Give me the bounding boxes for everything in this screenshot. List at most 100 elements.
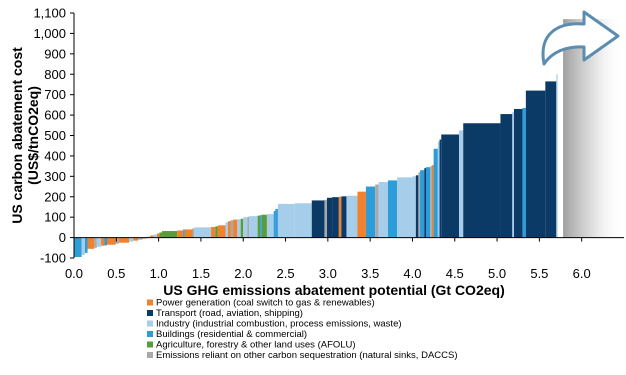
x-tick-label: 0.5 bbox=[107, 266, 125, 281]
legend-swatch-sequestration bbox=[147, 352, 153, 358]
bar-buildings-64 bbox=[426, 167, 431, 238]
bar-power-23 bbox=[184, 229, 193, 238]
bar-power-16 bbox=[150, 235, 154, 238]
bar-industry-17 bbox=[153, 234, 157, 238]
bar-power-28 bbox=[217, 225, 226, 238]
legend-label-power: Power generation (coal switch to gas & r… bbox=[156, 298, 375, 309]
y-tick-label: 800 bbox=[44, 67, 66, 82]
curved-arrow-icon bbox=[541, 10, 620, 66]
x-tick-label: 1.5 bbox=[192, 266, 210, 281]
bar-power-50 bbox=[338, 196, 342, 238]
bar-power-3 bbox=[87, 237, 95, 249]
bar-industry-68 bbox=[437, 141, 440, 238]
y-tick-label: 700 bbox=[44, 87, 66, 102]
bar-industry-11 bbox=[129, 237, 134, 242]
bar-power-10 bbox=[118, 237, 129, 243]
bar-industry-37 bbox=[249, 216, 258, 238]
bar-afolu-34 bbox=[240, 218, 244, 238]
bar-power-18 bbox=[156, 233, 160, 238]
legend-label-afolu: Agriculture, forestry & other land uses … bbox=[156, 340, 356, 351]
bar-transport-73 bbox=[500, 114, 513, 238]
x-tick-label: 6.0 bbox=[573, 266, 591, 281]
bar-sequestration-36 bbox=[247, 216, 250, 238]
bar-buildings-43 bbox=[275, 209, 278, 238]
bar-power-21 bbox=[177, 230, 184, 238]
bar-transport-78 bbox=[545, 81, 557, 238]
bar-transport-48 bbox=[327, 197, 333, 238]
bar-power-8 bbox=[107, 237, 116, 245]
bar-power-53 bbox=[357, 191, 366, 238]
bar-industry-79 bbox=[556, 74, 558, 238]
bar-afolu-20 bbox=[162, 231, 178, 238]
bar-sequestration-9 bbox=[115, 237, 119, 244]
bar-sequestration-31 bbox=[230, 220, 234, 238]
bar-industry-41 bbox=[266, 214, 274, 238]
x-tick-label: 1.0 bbox=[150, 266, 168, 281]
bar-industry-29 bbox=[225, 222, 228, 238]
y-tick-label: 0 bbox=[59, 230, 66, 245]
y-tick-label: 300 bbox=[44, 169, 66, 184]
legend-swatch-power bbox=[147, 299, 153, 306]
x-tick-label: 4.0 bbox=[403, 266, 421, 281]
bar-afolu-27 bbox=[215, 226, 218, 238]
x-tick-label: 0.0 bbox=[65, 266, 83, 281]
bar-transport-75 bbox=[514, 108, 523, 238]
bar-power-26 bbox=[211, 226, 216, 238]
bar-buildings-62 bbox=[420, 170, 425, 238]
bar-sequestration-65 bbox=[430, 166, 432, 238]
legend-label-sequestration: Emissions reliant on other carbon seques… bbox=[156, 350, 458, 361]
legend-swatch-buildings bbox=[147, 331, 153, 337]
legend-swatch-transport bbox=[147, 310, 153, 316]
x-tick-label: 4.5 bbox=[446, 266, 464, 281]
bar-transport-46 bbox=[311, 200, 325, 238]
bar-industry-44 bbox=[277, 203, 295, 238]
bar-sequestration-47 bbox=[324, 199, 327, 238]
y-axis-title: US carbon abatement cost(US$/tnCO2eq) bbox=[9, 47, 41, 224]
y-tick-label: 400 bbox=[44, 148, 66, 163]
bar-industry-1 bbox=[81, 237, 85, 255]
y-tick-label: 1,000 bbox=[33, 26, 66, 41]
y-tick-label: -100 bbox=[40, 251, 66, 266]
bar-afolu-38 bbox=[257, 215, 261, 238]
bar-sequestration-24 bbox=[192, 228, 195, 238]
bar-buildings-67 bbox=[433, 148, 438, 238]
bar-transport-51 bbox=[341, 196, 347, 238]
bar-power-6 bbox=[101, 237, 105, 246]
bar-sequestration-55 bbox=[375, 184, 379, 238]
x-tick-label: 3.5 bbox=[361, 266, 379, 281]
legend-label-buildings: Buildings (residential & commercial) bbox=[156, 329, 307, 340]
bar-industry-56 bbox=[378, 182, 388, 238]
bar-sequestration-4 bbox=[94, 237, 97, 248]
bar-transport-49 bbox=[332, 197, 339, 238]
bar-buildings-7 bbox=[104, 237, 107, 246]
legend-label-transport: Transport (road, aviation, shipping) bbox=[156, 308, 303, 319]
x-tick-label: 5.0 bbox=[488, 266, 506, 281]
bar-sequestration-13 bbox=[138, 237, 143, 240]
bar-industry-74 bbox=[512, 112, 514, 238]
bar-buildings-22 bbox=[183, 229, 185, 238]
bar-transport-70 bbox=[441, 134, 459, 238]
bar-buildings-76 bbox=[522, 107, 526, 238]
bar-buildings-39 bbox=[260, 215, 262, 238]
y-tick-label: 100 bbox=[44, 210, 66, 225]
y-tick-label: 500 bbox=[44, 128, 66, 143]
y-tick-label: 1,100 bbox=[33, 6, 66, 21]
bar-buildings-54 bbox=[365, 186, 376, 238]
bar-buildings-42 bbox=[273, 211, 276, 238]
bar-transport-72 bbox=[463, 123, 501, 238]
bar-transport-63 bbox=[424, 168, 426, 238]
bar-power-30 bbox=[228, 221, 231, 238]
bar-industry-35 bbox=[243, 217, 248, 238]
y-tick-label: 600 bbox=[44, 108, 66, 123]
x-tick-label: 3.0 bbox=[319, 266, 337, 281]
x-tick-label: 5.5 bbox=[530, 266, 548, 281]
x-tick-label: 2.5 bbox=[276, 266, 294, 281]
bar-sequestration-61 bbox=[418, 172, 421, 238]
bar-buildings-0 bbox=[74, 237, 82, 257]
bar-industry-71 bbox=[459, 130, 464, 238]
legend-label-industry: Industry (industrial combustion, process… bbox=[156, 319, 402, 330]
bar-power-12 bbox=[133, 237, 139, 241]
bar-power-66 bbox=[431, 165, 434, 238]
